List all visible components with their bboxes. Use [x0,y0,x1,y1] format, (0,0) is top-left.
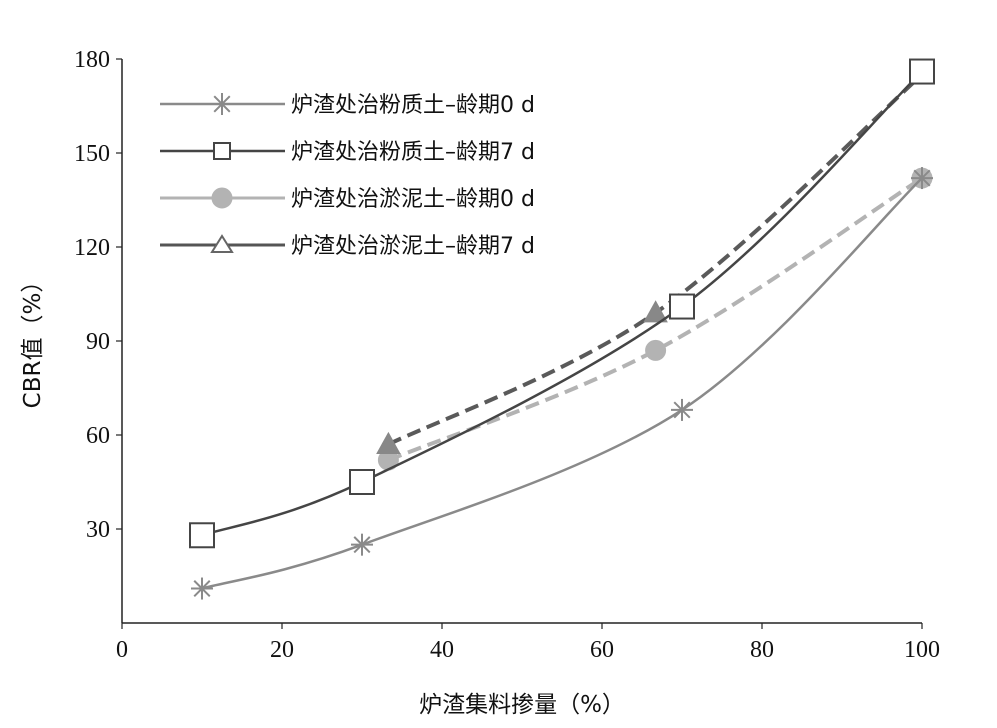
data-point-triangle [376,431,401,454]
x-tick-label: 80 [750,637,774,663]
series-line-3 [387,73,924,447]
data-point-asterisk [191,577,213,600]
data-point-circle [645,339,667,361]
series-line-1 [201,70,923,537]
legend-label: 炉渣处治粉质土–龄期7 d [291,140,535,165]
legend-label: 炉渣处治粉质土–龄期0 d [291,93,535,118]
series-line-2 [387,176,924,462]
data-point-square [669,293,695,320]
plot-area [189,58,935,600]
y-axis-title: CBR值（%） [20,270,46,409]
y-tick-label: 90 [86,329,110,355]
legend-marker-square [213,142,231,160]
data-point-square [349,469,375,495]
x-tick-label: 100 [904,637,940,663]
data-point-square [909,58,935,85]
x-axis-title: 炉渣集料掺量（%） [419,692,625,718]
data-point-square [189,522,215,549]
x-tick-label: 40 [430,637,454,663]
legend-marker-circle [211,187,233,209]
data-point-asterisk [351,533,373,556]
y-tick-label: 180 [74,47,110,73]
legend-label: 炉渣处治淤泥土–龄期0 d [291,187,535,212]
y-tick-label: 60 [86,423,110,449]
x-tick-label: 20 [270,637,294,663]
y-tick-label: 30 [86,517,110,543]
series-line-0 [201,177,923,590]
y-tick-label: 150 [74,141,110,167]
ticks: 0 20 40 60 80 100 30 60 90 120 150 180 [74,47,940,663]
x-tick-label: 0 [116,637,128,663]
legend: 炉渣处治粉质土–龄期0 d 炉渣处治粉质土–龄期7 d 炉渣处治淤泥土–龄期0 d 炉… [160,93,535,259]
data-point-asterisk [911,167,933,190]
legend-label: 炉渣处治淤泥土–龄期7 d [291,234,535,259]
data-point-triangle [643,300,668,323]
legend-marker-triangle [210,234,234,253]
legend-marker-asterisk [211,93,233,115]
x-tick-label: 60 [590,637,614,663]
y-tick-label: 120 [74,235,110,261]
data-point-asterisk [671,398,693,421]
